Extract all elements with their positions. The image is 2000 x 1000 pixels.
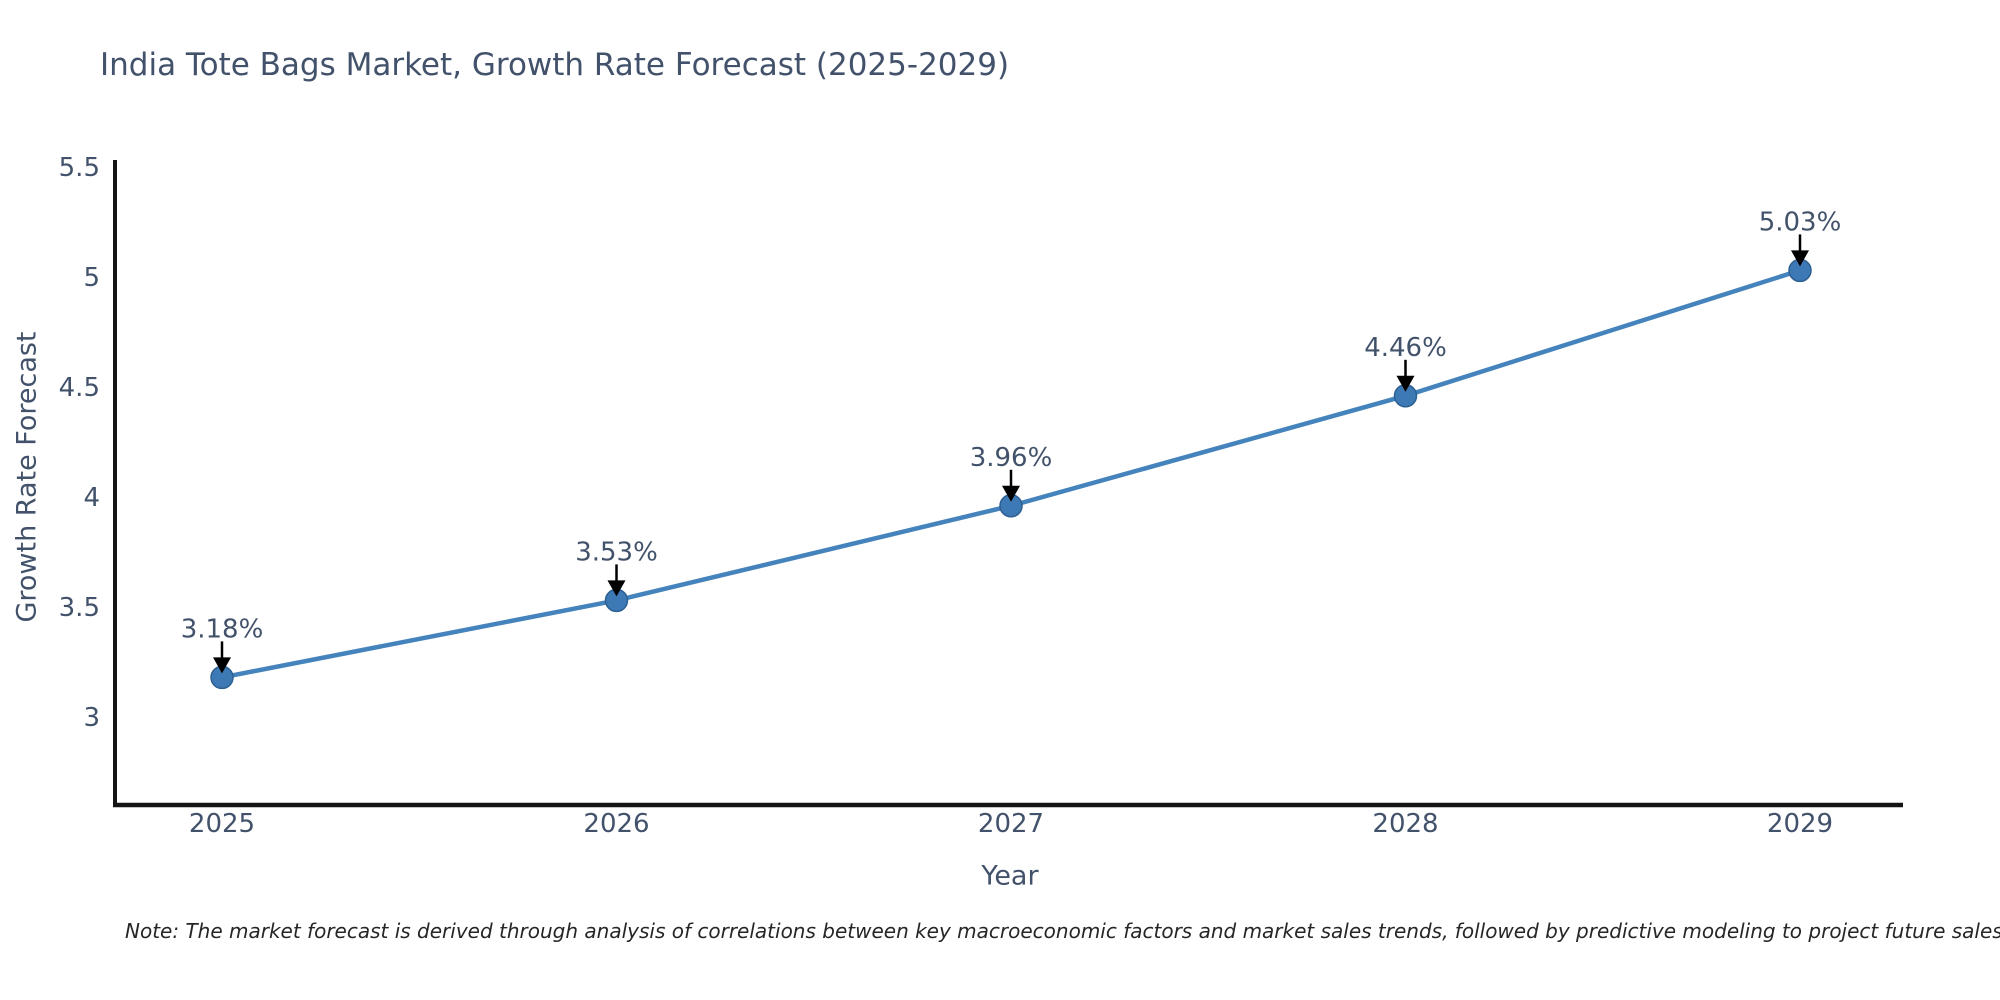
annotation-arrow-head: [1002, 485, 1020, 502]
x-tick-label: 2025: [189, 809, 255, 839]
y-tick-label: 5.5: [59, 153, 100, 183]
data-point-label: 3.96%: [970, 443, 1053, 473]
x-tick-label: 2026: [583, 809, 649, 839]
y-axis-title: Growth Rate Forecast: [11, 331, 43, 623]
y-tick-label: 5: [83, 263, 100, 293]
annotation-arrow-head: [1396, 375, 1415, 392]
y-tick-label: 3: [83, 703, 100, 733]
annotation-arrow-head: [1791, 250, 1809, 267]
annotation-arrow-head: [607, 580, 626, 597]
data-point-label: 5.03%: [1759, 207, 1842, 237]
y-tick-label: 4: [83, 483, 100, 513]
data-point-label: 4.46%: [1364, 333, 1447, 363]
footnote: Note: The market forecast is derived thr…: [125, 919, 2000, 943]
x-axis-title: Year: [981, 860, 1039, 892]
annotation-arrow-head: [213, 657, 231, 674]
y-tick-label: 3.5: [59, 593, 100, 623]
x-tick-label: 2027: [978, 809, 1044, 839]
y-tick-label: 4.5: [59, 373, 100, 403]
chart-title: India Tote Bags Market, Growth Rate Fore…: [100, 47, 1010, 83]
x-tick-label: 2028: [1372, 809, 1438, 839]
data-point-label: 3.18%: [181, 614, 264, 644]
data-point-label: 3.53%: [575, 537, 658, 567]
x-tick-label: 2029: [1767, 809, 1833, 839]
